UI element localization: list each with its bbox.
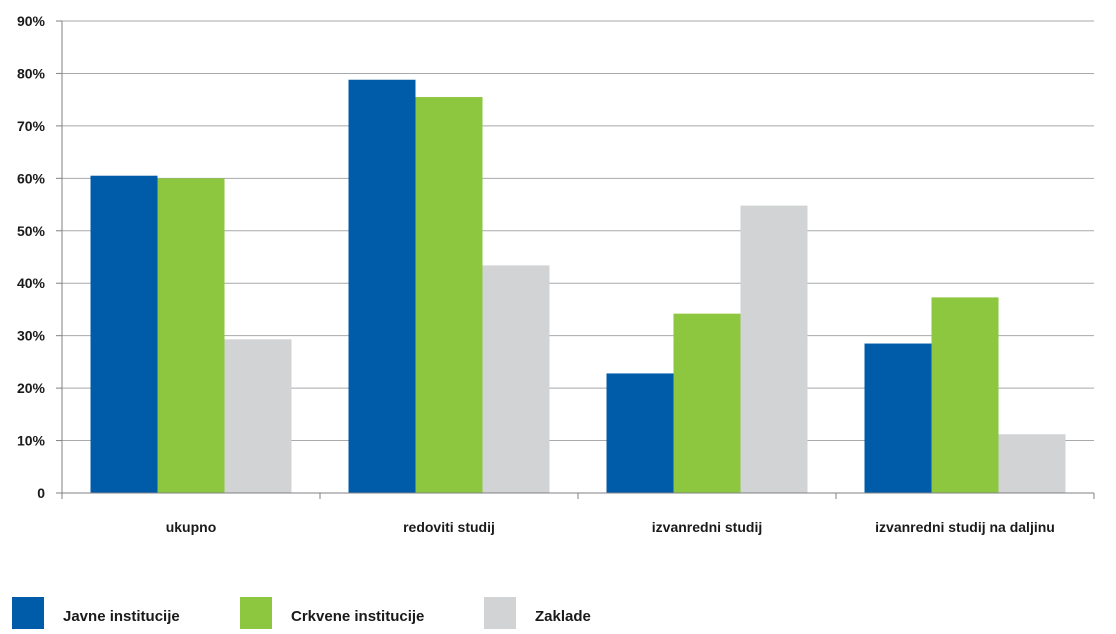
bar-crkvene-institucije-2 (673, 313, 741, 493)
legend-label: Zaklade (535, 608, 591, 625)
y-tick-label: 10% (17, 433, 46, 449)
y-tick-label: 20% (17, 380, 46, 396)
y-tick-label: 90% (17, 13, 46, 29)
bar-zaklade-1 (482, 265, 550, 493)
x-tick-labels: ukupno redoviti studij izvanredni studij iz… (166, 519, 1055, 535)
bar-javne-institucije-1 (348, 79, 416, 493)
legend-label: Javne institucije (63, 608, 180, 625)
bar-crkvene-institucije-0 (157, 178, 225, 494)
bar-crkvene-institucije-1 (415, 97, 483, 494)
bar-zaklade-3 (998, 434, 1066, 493)
bar-javne-institucije-0 (90, 175, 158, 493)
bar-crkvene-institucije-3 (931, 297, 999, 493)
axes (56, 20, 1095, 499)
bar-javne-institucije-3 (864, 343, 932, 493)
legend-swatch-crkvene-institucije (240, 597, 272, 629)
y-tick-label: 80% (17, 65, 46, 81)
x-tick-label: redoviti studij (403, 519, 495, 535)
y-tick-label: 30% (17, 328, 46, 344)
bar-javne-institucije-2 (606, 373, 674, 493)
y-tick-labels: 0 10% 20% 30% 40% 50% 60% 70% 80% 90% (17, 13, 46, 501)
legend-label: Crkvene institucije (291, 608, 424, 625)
y-tick-label: 60% (17, 170, 46, 186)
y-tick-label: 0 (37, 485, 45, 501)
legend-swatch-zaklade (484, 597, 516, 629)
x-tick-label: izvanredni studij na daljinu (875, 519, 1055, 535)
legend: Javne institucije Crkvene institucije Zakl… (12, 597, 591, 629)
bar-zaklade-0 (224, 339, 292, 493)
bar-zaklade-2 (740, 205, 808, 494)
x-tick-label: ukupno (166, 519, 217, 535)
bars (90, 79, 1066, 494)
y-tick-label: 50% (17, 223, 46, 239)
x-tick-label: izvanredni studij (652, 519, 762, 535)
legend-swatch-javne-institucije (12, 597, 44, 629)
y-tick-label: 40% (17, 275, 46, 291)
y-tick-label: 70% (17, 118, 46, 134)
